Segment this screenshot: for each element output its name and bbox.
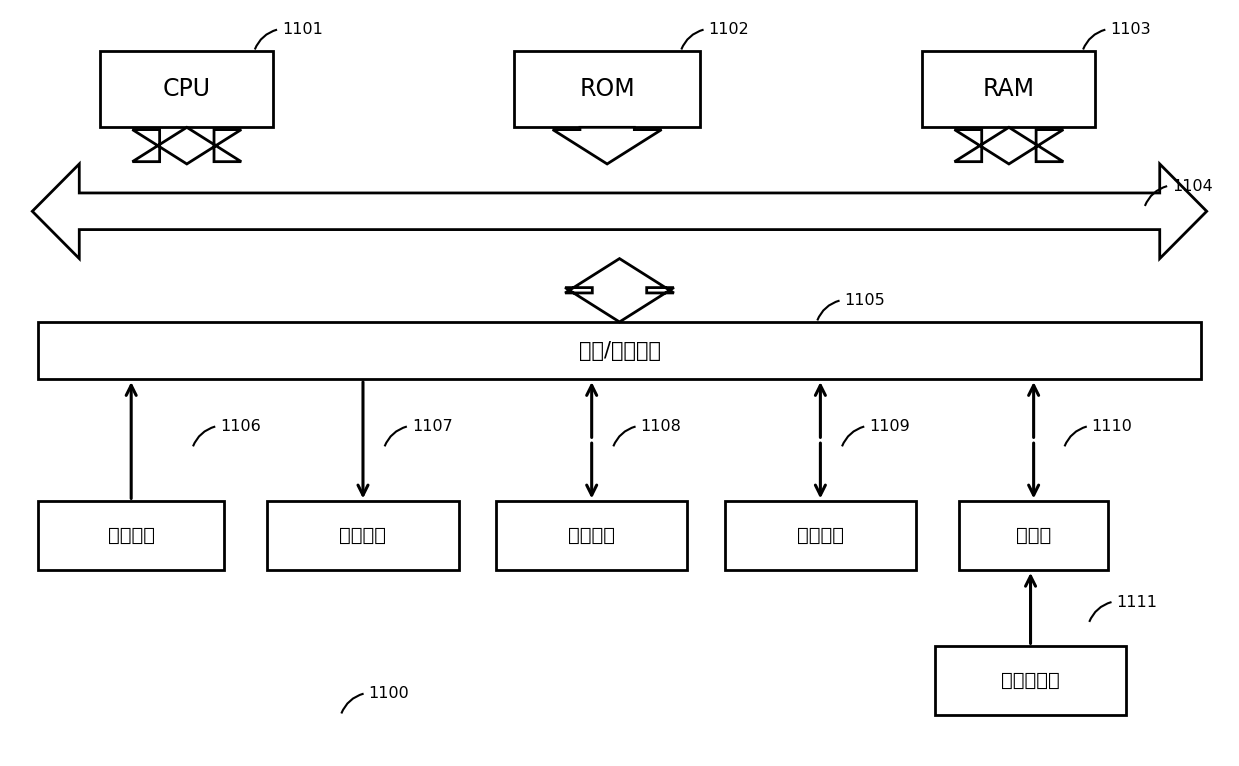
Bar (514, 51, 700, 127)
Text: 输入/输出接口: 输入/输出接口 (579, 341, 660, 361)
Text: 驱动器: 驱动器 (1016, 526, 1051, 545)
Bar (959, 501, 1108, 570)
Text: 1102: 1102 (709, 22, 750, 37)
Bar (38, 501, 224, 570)
Text: 1110: 1110 (1092, 419, 1132, 434)
Bar (496, 501, 688, 570)
Text: ROM: ROM (580, 77, 634, 101)
Text: 1109: 1109 (870, 419, 909, 434)
Text: 1105: 1105 (845, 293, 885, 308)
Polygon shape (954, 127, 1063, 164)
Polygon shape (553, 127, 662, 164)
Polygon shape (565, 259, 674, 322)
Text: RAM: RAM (983, 77, 1035, 101)
Text: 1103: 1103 (1110, 22, 1151, 37)
Bar (934, 647, 1126, 715)
Polygon shape (133, 127, 242, 164)
Text: 1111: 1111 (1116, 594, 1157, 610)
Text: 输出部分: 输出部分 (339, 526, 387, 545)
Polygon shape (32, 164, 1207, 259)
Text: 1100: 1100 (368, 686, 409, 701)
Bar (268, 501, 458, 570)
Text: 输入部分: 输入部分 (108, 526, 155, 545)
Text: 1108: 1108 (641, 419, 681, 434)
Bar (922, 51, 1095, 127)
Text: 1106: 1106 (221, 419, 261, 434)
Bar (100, 51, 274, 127)
Text: 通信部分: 通信部分 (797, 526, 844, 545)
Text: 存储部分: 存储部分 (569, 526, 616, 545)
Bar (38, 322, 1201, 379)
Text: 1107: 1107 (411, 419, 452, 434)
Text: CPU: CPU (162, 77, 211, 101)
Bar (725, 501, 916, 570)
Text: 可拆卸介质: 可拆卸介质 (1001, 671, 1059, 690)
Text: 1104: 1104 (1172, 178, 1213, 194)
Text: 1101: 1101 (282, 22, 323, 37)
